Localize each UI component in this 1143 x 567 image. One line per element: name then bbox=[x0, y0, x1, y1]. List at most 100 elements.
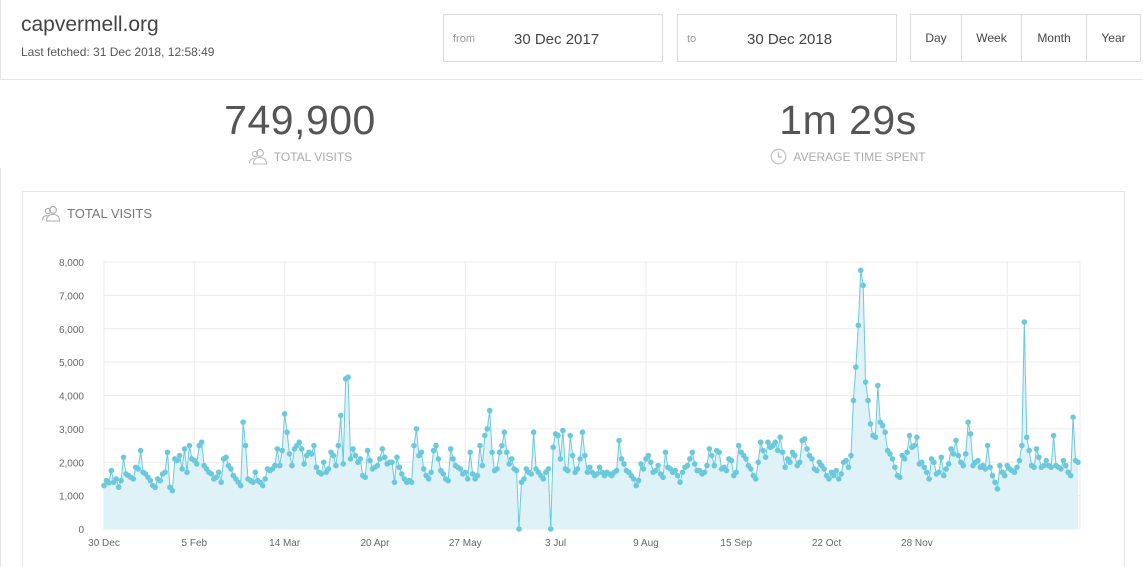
data-point bbox=[240, 419, 246, 425]
data-point bbox=[1050, 432, 1057, 439]
data-point bbox=[638, 461, 644, 467]
data-point bbox=[447, 446, 454, 452]
data-point bbox=[582, 452, 588, 459]
data-point bbox=[826, 476, 832, 482]
from-date-value[interactable]: 30 Dec 2017 bbox=[514, 31, 600, 48]
period-month-button[interactable]: Month bbox=[1022, 15, 1087, 61]
data-point bbox=[1070, 414, 1076, 420]
period-year-button[interactable]: Year bbox=[1101, 31, 1126, 45]
data-point bbox=[701, 469, 708, 476]
chart-panel-title: TOTAL VISITS bbox=[67, 206, 153, 221]
data-point bbox=[428, 469, 434, 476]
data-point bbox=[943, 466, 949, 472]
to-date-field[interactable]: to 30 Dec 2018 bbox=[677, 14, 897, 62]
data-point bbox=[831, 472, 837, 479]
data-point bbox=[850, 397, 857, 404]
total-visits-stat: 749,900 TOTAL VISITS bbox=[150, 97, 450, 165]
data-point bbox=[621, 461, 627, 467]
data-point bbox=[809, 456, 815, 462]
data-point bbox=[399, 471, 405, 477]
data-point bbox=[586, 464, 593, 471]
data-point bbox=[521, 476, 527, 482]
site-name: capvermell.org bbox=[21, 13, 159, 36]
data-point bbox=[704, 462, 710, 469]
data-point bbox=[875, 382, 881, 389]
data-point bbox=[550, 444, 556, 451]
period-day-button[interactable]: Day bbox=[911, 15, 962, 61]
data-point bbox=[130, 476, 137, 482]
data-point bbox=[379, 446, 386, 452]
data-point bbox=[364, 447, 371, 454]
period-selector: Day Week Month Year bbox=[910, 14, 1141, 62]
data-point bbox=[723, 467, 730, 474]
data-point bbox=[1043, 457, 1050, 464]
y-tick-label: 7,000 bbox=[59, 291, 84, 302]
data-point bbox=[774, 447, 781, 454]
data-point bbox=[967, 431, 974, 437]
data-point bbox=[137, 447, 144, 454]
data-point bbox=[772, 439, 779, 446]
data-point bbox=[391, 479, 398, 486]
x-tick-label: 22 Oct bbox=[812, 538, 842, 549]
data-point bbox=[853, 364, 859, 370]
data-point bbox=[237, 482, 244, 489]
data-point bbox=[311, 442, 317, 449]
data-point bbox=[208, 471, 215, 477]
data-point bbox=[618, 456, 625, 462]
to-date-value[interactable]: 30 Dec 2018 bbox=[747, 31, 833, 48]
data-point bbox=[1060, 457, 1067, 464]
data-point bbox=[901, 456, 908, 462]
data-point bbox=[486, 407, 493, 414]
data-point bbox=[782, 464, 788, 471]
data-point bbox=[833, 467, 840, 474]
data-point bbox=[921, 464, 928, 471]
data-point bbox=[1019, 442, 1025, 449]
data-point bbox=[313, 464, 320, 471]
data-point bbox=[1023, 434, 1030, 441]
average-time-label: AVERAGE TIME SPENT bbox=[793, 149, 926, 164]
period-week-button[interactable]: Week bbox=[962, 15, 1022, 61]
data-point bbox=[357, 456, 364, 462]
data-point bbox=[516, 526, 522, 532]
data-point bbox=[792, 452, 798, 459]
data-point bbox=[325, 466, 332, 472]
data-point bbox=[120, 454, 127, 461]
data-point bbox=[377, 456, 383, 462]
data-point bbox=[1067, 472, 1074, 479]
data-point bbox=[709, 452, 715, 459]
data-point bbox=[662, 449, 669, 456]
data-point bbox=[728, 457, 735, 464]
data-point bbox=[440, 471, 447, 477]
x-tick-label: 28 Nov bbox=[901, 538, 933, 549]
data-point bbox=[335, 442, 342, 449]
y-tick-label: 5,000 bbox=[59, 358, 84, 369]
chart-panel-header: TOTAL VISITS bbox=[41, 205, 152, 222]
data-point bbox=[337, 412, 344, 419]
data-point bbox=[914, 434, 920, 441]
data-point bbox=[560, 427, 566, 434]
from-date-field[interactable]: from 30 Dec 2017 bbox=[443, 14, 663, 62]
data-point bbox=[911, 442, 918, 449]
data-point bbox=[938, 454, 945, 461]
to-date-label: to bbox=[687, 33, 697, 45]
data-point bbox=[640, 466, 647, 472]
data-point bbox=[508, 456, 515, 462]
data-point bbox=[501, 429, 508, 436]
data-point bbox=[394, 454, 400, 461]
data-point bbox=[879, 422, 886, 429]
data-point bbox=[672, 467, 679, 474]
users-icon bbox=[248, 149, 267, 165]
data-point bbox=[174, 457, 181, 464]
data-point bbox=[276, 462, 283, 469]
users-icon bbox=[41, 206, 61, 222]
data-point bbox=[962, 451, 969, 457]
x-tick-label: 15 Sep bbox=[720, 538, 752, 549]
data-point bbox=[804, 446, 810, 452]
data-point bbox=[484, 426, 491, 432]
data-point bbox=[567, 432, 574, 439]
data-point bbox=[848, 452, 854, 459]
data-point bbox=[430, 447, 437, 454]
data-point bbox=[596, 464, 603, 471]
x-tick-label: 14 Mar bbox=[269, 538, 301, 549]
data-point bbox=[733, 469, 740, 476]
